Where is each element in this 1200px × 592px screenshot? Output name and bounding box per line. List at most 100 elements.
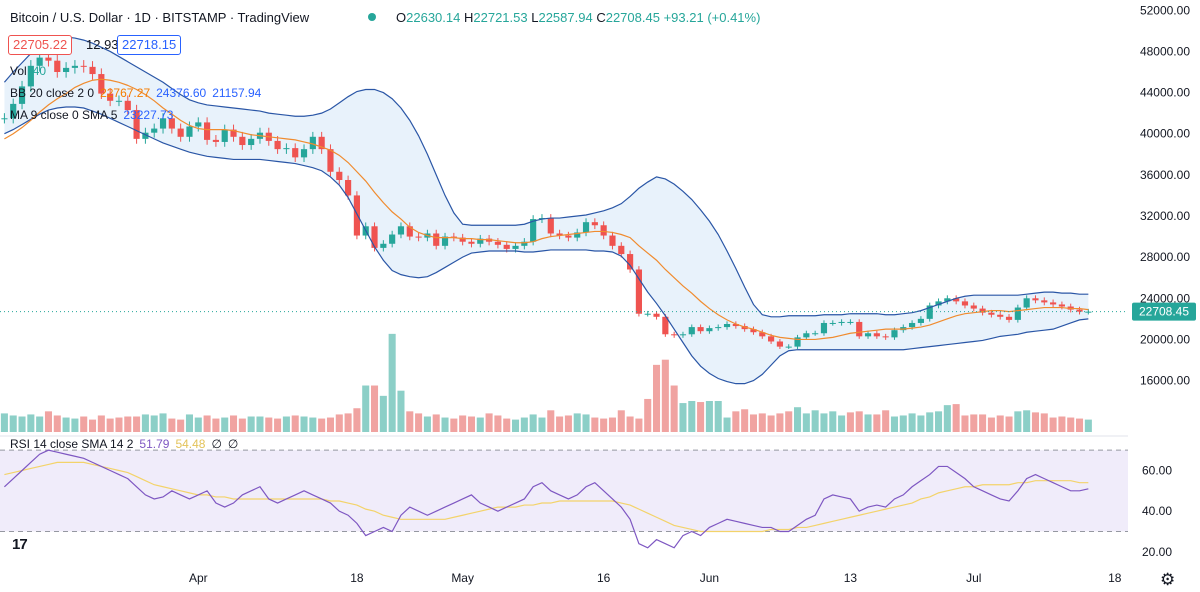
candle-body [909,322,916,328]
candle-body [644,313,651,315]
volume-bar [538,417,546,432]
volume-bar [996,415,1004,432]
candle-body [115,100,123,102]
bollinger-band [4,37,1089,384]
price-candle [697,324,704,334]
candle-body [477,238,484,244]
bollinger-lower-value: 21157.94 [212,86,262,100]
candle-body [565,235,572,238]
price-tick-label: 28000.00 [1140,250,1190,264]
candle-body [820,322,828,334]
volume-bars [0,333,1092,432]
price-axis-background [1128,0,1200,592]
volume-bar [864,414,872,432]
gear-icon[interactable]: ⚙ [1160,570,1176,589]
volume-bar [873,414,881,432]
candle-body [1023,298,1030,308]
candle-body [873,333,880,337]
candle-body [204,122,211,140]
candle-body [107,93,114,101]
volume-bar [564,415,572,432]
candle-body [274,140,281,150]
price-candle [459,233,466,246]
volume-bar [882,410,890,432]
volume-legend[interactable]: Vol 40 [10,64,46,78]
volume-bar [635,418,643,432]
candle-body [591,222,598,226]
rsi-legend[interactable]: RSI 14 close SMA 14 2 51.79 54.48 ∅ ∅ [10,437,238,451]
candle-body [1005,316,1013,320]
volume-bar [582,414,590,432]
volume-bar [476,417,484,432]
price-candle [468,238,475,248]
volume-bar [423,416,431,432]
price-candle [856,319,863,339]
price-candle [389,230,396,248]
candle-body [697,327,704,332]
price-candle [970,302,977,312]
price-candle [159,113,167,134]
volume-bar [318,418,326,432]
rsi-tick-label: 40.00 [1142,504,1172,518]
candle-body [609,235,616,246]
price-tick-label: 16000.00 [1140,374,1190,388]
price-candle [433,229,440,250]
buy-price-button[interactable]: 22718.15 [117,35,182,55]
volume-bar [829,411,837,432]
candle-body [212,139,219,142]
volume-bar [899,415,907,432]
rsi-tick-label: 20.00 [1142,545,1172,559]
volume-bar [855,411,863,432]
volume-bar [591,417,599,432]
volume-bar [432,414,440,432]
volume-legend-label: Vol [10,64,27,78]
candle-body [159,118,167,129]
price-candle [759,329,766,339]
volume-bar [159,413,167,432]
volume-bar [1014,411,1022,432]
sell-price-button[interactable]: 22705.22 [8,35,73,55]
candle-body [926,305,933,319]
volume-bar [141,414,149,432]
candle-body [574,232,581,238]
candle-body [433,233,440,246]
volume-bar [291,415,299,432]
price-candle [556,229,563,240]
candle-body [89,66,96,75]
price-candle [653,310,660,320]
candle-body [988,312,995,315]
candle-body [627,254,634,270]
volume-bar [344,413,352,432]
candle-body [300,149,308,158]
volume-bar [238,418,246,432]
volume-bar [1058,416,1066,432]
candle-body [829,322,836,324]
volume-bar [758,413,766,432]
volume-bar [653,364,661,432]
bollinger-upper-value: 24376.60 [156,86,207,100]
price-candle [618,242,625,258]
time-axis[interactable]: Apr18May16Jun13Jul18Aug15 [189,571,1200,585]
price-candle [591,218,598,230]
tradingview-logo-icon[interactable]: 17 [12,536,28,553]
candle-body [10,103,17,119]
candle-body [679,334,687,336]
volume-bar [300,416,308,432]
price-candle [627,250,634,273]
candle-body [776,341,783,347]
volume-bar [908,413,916,432]
price-candle [715,324,722,331]
price-candle [36,51,43,72]
volume-bar [679,403,687,432]
bollinger-legend[interactable]: BB 20 close 2 0 22767.27 24376.60 21157.94 [10,86,261,100]
volume-bar [732,411,740,432]
candle-body [812,333,819,335]
price-candle [204,117,211,145]
candle-body [715,327,722,329]
price-candle [115,95,123,107]
price-candle [230,124,237,142]
time-tick-label: 18 [350,571,364,585]
moving-average-legend[interactable]: MA 9 close 0 SMA 5 23227.73 [10,108,173,122]
price-axis[interactable]: 52000.00 48000.00 44000.00 40000.00 36000.00… [1128,0,1200,592]
volume-bar [926,412,934,432]
